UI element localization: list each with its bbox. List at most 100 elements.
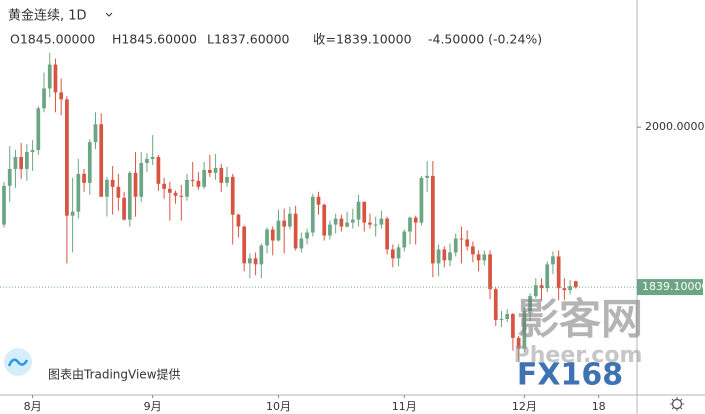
candle-body — [482, 254, 487, 261]
candle-body — [339, 218, 344, 227]
candle-body — [408, 217, 412, 232]
candle-body — [259, 245, 264, 265]
candle-body — [127, 172, 132, 220]
x-tick-label: 18 — [592, 400, 606, 413]
candle-body — [47, 64, 52, 89]
candle-body — [133, 172, 138, 197]
candle-body — [493, 289, 498, 320]
candle-body — [173, 192, 178, 196]
last-price-label: 1839.10000 — [642, 280, 705, 293]
candle-body — [2, 185, 6, 225]
candle-body — [167, 188, 172, 193]
candle-body — [82, 173, 86, 183]
candle-body — [528, 296, 532, 312]
candle-body — [265, 229, 269, 246]
candle-body — [573, 281, 578, 288]
candle-body — [219, 167, 224, 183]
candle-body — [533, 285, 538, 297]
candle-body — [110, 179, 115, 187]
candle-body — [453, 238, 458, 253]
candle-body — [431, 175, 435, 264]
candle-body — [459, 238, 464, 240]
candle-body — [53, 64, 58, 93]
candle-body — [516, 337, 521, 349]
candle-body — [345, 222, 349, 227]
candle-body — [207, 169, 212, 173]
candle-body — [30, 150, 35, 153]
candle-body — [551, 256, 555, 265]
x-tick-label: 11月 — [392, 400, 417, 413]
candle-body — [362, 201, 367, 223]
candle-body — [65, 99, 69, 216]
tradingview-logo — [4, 348, 32, 376]
candle-body — [36, 108, 41, 151]
candle-body — [122, 197, 126, 220]
candle-body — [185, 179, 189, 197]
candle-body — [213, 167, 218, 173]
candle-body — [87, 142, 92, 183]
candle-body — [70, 211, 75, 216]
candle-body — [373, 224, 378, 226]
candle-body — [236, 214, 241, 227]
candle-body — [556, 256, 561, 289]
candle-body — [499, 318, 504, 320]
candle-body — [253, 258, 258, 265]
watermark-site: 影客网 — [517, 295, 643, 344]
candle-body — [270, 229, 275, 241]
candle-body — [7, 168, 12, 186]
candle-body — [436, 249, 441, 264]
candle-body — [402, 231, 407, 248]
candle-body — [25, 152, 29, 169]
x-tick-label: 8月 — [24, 400, 42, 413]
candle-body — [333, 218, 338, 225]
ohlc-value: O1845.00000 — [10, 32, 95, 47]
ohlc-value: L1837.60000 — [207, 32, 290, 47]
candle-body — [539, 285, 544, 289]
candle-body — [379, 218, 384, 225]
candle-body — [282, 220, 287, 227]
candle-body — [242, 226, 247, 264]
candle-body — [425, 175, 430, 178]
candle-body — [225, 176, 229, 183]
ohlc-value: H1845.60000 — [112, 32, 197, 47]
candle-body — [310, 196, 315, 233]
candle-body — [328, 224, 332, 236]
candle-body — [356, 201, 361, 220]
candle-body — [316, 196, 321, 205]
candle-body — [179, 195, 184, 197]
candle-body — [305, 232, 309, 239]
candle-body — [322, 204, 327, 236]
candle-body — [419, 177, 424, 223]
candle-body — [299, 238, 304, 249]
candle-body — [465, 239, 470, 247]
candle-body — [276, 220, 281, 241]
candle-body — [248, 258, 252, 264]
candle-body — [230, 176, 235, 215]
dropdown-chevron[interactable] — [105, 12, 113, 17]
candle-body — [145, 158, 149, 163]
candle-body — [13, 157, 18, 169]
candle-body — [93, 124, 98, 143]
candle-body — [448, 252, 452, 261]
candle-body — [190, 179, 195, 181]
candle-body — [202, 169, 206, 187]
crosshair-settings[interactable] — [670, 397, 684, 411]
y-tick-label: 2000.00000 — [645, 120, 705, 133]
candle-body — [442, 249, 447, 261]
candles — [2, 52, 578, 362]
candle-body — [568, 286, 572, 291]
x-tick-label: 9月 — [144, 400, 162, 413]
candle-body — [413, 217, 418, 223]
candle-body — [562, 288, 567, 291]
candle-body — [511, 314, 515, 338]
ohlc-legend: O1845.00000 H1845.60000 L1837.60000 收=1839.… — [10, 32, 542, 47]
candle-body — [156, 157, 161, 184]
candle-body — [99, 124, 104, 197]
candle-body — [19, 157, 24, 169]
candle-body — [105, 179, 109, 197]
symbol-title[interactable]: 黄金连续, 1D — [8, 8, 87, 24]
watermark: 影客网 Pheer.com — [514, 295, 643, 369]
candle-body — [59, 92, 64, 100]
candle-body — [116, 186, 121, 198]
